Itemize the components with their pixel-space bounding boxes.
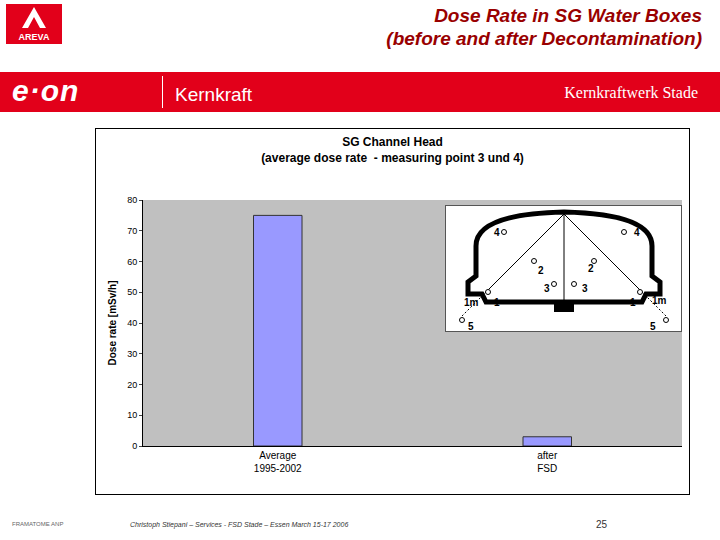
svg-text:0: 0 bbox=[132, 441, 137, 451]
svg-text:4: 4 bbox=[634, 227, 640, 238]
svg-text:60: 60 bbox=[127, 257, 137, 267]
svg-text:2: 2 bbox=[538, 265, 544, 276]
html-text:e·on: e·on bbox=[12, 74, 80, 107]
svg-text:5: 5 bbox=[650, 321, 656, 332]
svg-text:3: 3 bbox=[544, 283, 550, 294]
svg-text:20: 20 bbox=[127, 380, 137, 390]
html-text:Dose Rate in SG Water Boxes: Dose Rate in SG Water Boxes bbox=[434, 5, 702, 26]
svg-text:Average1995-2002: Average1995-2002 bbox=[254, 450, 302, 474]
svg-text:1m: 1m bbox=[464, 297, 479, 308]
svg-text:1: 1 bbox=[630, 297, 636, 308]
svg-text:30: 30 bbox=[127, 349, 137, 359]
html-text:FRAMATOME ANP: FRAMATOME ANP bbox=[12, 521, 64, 527]
svg-text:80: 80 bbox=[127, 195, 137, 205]
html-text:Christoph Stiepani – Services: Christoph Stiepani – Services - FSD Stad… bbox=[130, 521, 349, 528]
svg-text:Dose rate [mSv/h]: Dose rate [mSv/h] bbox=[107, 280, 118, 365]
svg-text:SG Channel Head(average dose r: SG Channel Head(average dose rate - meas… bbox=[261, 135, 524, 165]
svg-text:5: 5 bbox=[468, 321, 474, 332]
svg-text:1m: 1m bbox=[652, 295, 667, 306]
svg-text:40: 40 bbox=[127, 318, 137, 328]
html-text:Kernkraftwerk Stade: Kernkraftwerk Stade bbox=[564, 84, 698, 101]
svg-text:4: 4 bbox=[494, 227, 500, 238]
svg-text:50: 50 bbox=[127, 287, 137, 297]
svg-text:70: 70 bbox=[127, 226, 137, 236]
svg-text:2: 2 bbox=[588, 263, 594, 274]
svg-text:3: 3 bbox=[582, 283, 588, 294]
html-text:25: 25 bbox=[596, 519, 608, 530]
svg-text:afterFSD: afterFSD bbox=[537, 450, 558, 474]
html-text:(before and after Decontaminat: (before and after Decontamination) bbox=[386, 28, 702, 49]
svg-text:AREVA: AREVA bbox=[19, 32, 50, 42]
html-text:Kernkraft: Kernkraft bbox=[175, 84, 253, 105]
svg-text:1: 1 bbox=[494, 297, 500, 308]
svg-text:10: 10 bbox=[127, 410, 137, 420]
